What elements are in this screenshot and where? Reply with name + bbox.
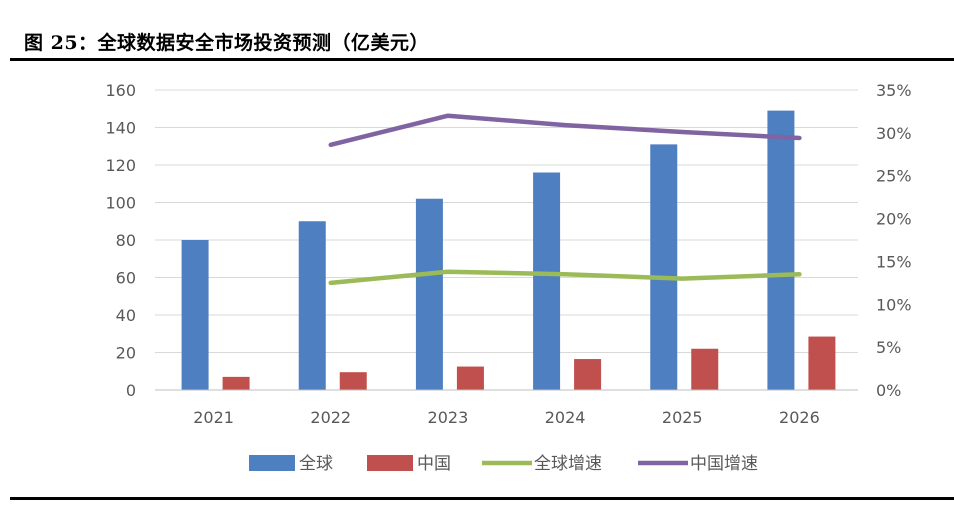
y-right-tick-label: 10%: [876, 295, 912, 314]
y-right-tick-label: 15%: [876, 252, 912, 271]
legend-china-label: 中国: [417, 454, 451, 474]
y-left-tick-label: 0: [126, 381, 136, 400]
legend-global-label: 全球: [299, 454, 333, 474]
y-left-tick-label: 140: [105, 119, 136, 138]
y-left-tick-label: 40: [116, 306, 136, 325]
y-left-tick-label: 80: [116, 231, 136, 250]
line-global-growth: [328, 269, 802, 286]
bar-china: [808, 336, 836, 390]
x-axis: 2021 2022 2023 2024 2025 2026: [155, 389, 858, 427]
bar-china: [691, 348, 719, 390]
bar-global: [767, 110, 795, 390]
x-tick-label: 2021: [193, 408, 234, 427]
growth-lines: [328, 113, 802, 286]
bar-china: [456, 366, 484, 390]
y-right-tick-label: 30%: [876, 124, 912, 143]
y-right-tick-label: 25%: [876, 167, 912, 186]
legend-china: 中国: [367, 454, 451, 474]
y-right-tick-label: 35%: [876, 81, 912, 100]
bar-global: [415, 198, 443, 390]
bar-global: [298, 221, 326, 390]
bars: [181, 110, 836, 390]
legend-global-growth-label: 全球增速: [534, 454, 602, 474]
y-left-tick-label: 20: [116, 344, 136, 363]
y-left-tick-label: 160: [105, 81, 136, 100]
bottom-rule: [10, 497, 954, 500]
bar-china: [574, 359, 602, 390]
y-right-tick-label: 5%: [876, 338, 901, 357]
legend: 全球 中国 全球增速 中国增速: [249, 454, 758, 474]
legend-china-growth: 中国增速: [638, 454, 758, 474]
y-axis-left: 0 20 40 60 80 100 120 140 160: [105, 81, 136, 400]
line-china-growth: [328, 113, 802, 148]
y-axis-right: 0% 5% 10% 15% 20% 25% 30% 35%: [876, 81, 912, 400]
x-tick-label: 2026: [779, 408, 820, 427]
top-rule: [10, 58, 954, 61]
figure-title: 图 25：全球数据安全市场投资预测（亿美元）: [24, 32, 430, 54]
bar-global: [650, 144, 678, 390]
y-left-tick-label: 120: [105, 156, 136, 175]
x-tick-label: 2022: [310, 408, 351, 427]
y-left-tick-label: 60: [116, 269, 136, 288]
legend-global-growth: 全球增速: [482, 454, 602, 474]
bar-china: [339, 372, 367, 390]
x-tick-label: 2024: [545, 408, 586, 427]
legend-global-swatch: [249, 455, 295, 471]
bar-global: [181, 240, 209, 390]
y-right-tick-label: 20%: [876, 210, 912, 229]
legend-china-growth-label: 中国增速: [690, 454, 758, 474]
x-tick-label: 2023: [428, 408, 469, 427]
legend-global: 全球: [249, 454, 333, 474]
x-tick-label: 2025: [662, 408, 703, 427]
bar-global: [533, 172, 561, 390]
y-left-tick-label: 100: [105, 194, 136, 213]
bar-china: [222, 376, 250, 390]
y-right-tick-label: 0%: [876, 381, 901, 400]
legend-china-swatch: [367, 455, 413, 471]
